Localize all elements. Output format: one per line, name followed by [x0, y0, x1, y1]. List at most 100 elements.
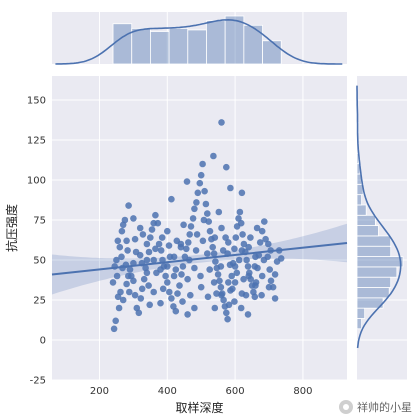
data-point: [227, 184, 234, 192]
top-hist-bar: [206, 20, 226, 65]
data-point: [197, 283, 205, 291]
data-point: [218, 224, 225, 232]
data-point: [215, 208, 223, 216]
data-point: [131, 291, 139, 299]
data-point: [123, 237, 130, 245]
data-point: [178, 271, 185, 278]
x-tick-label: 400: [158, 386, 177, 397]
data-point: [162, 272, 169, 280]
data-point: [265, 240, 272, 248]
data-point: [143, 256, 151, 264]
data-point: [148, 226, 156, 233]
data-point: [197, 272, 204, 280]
data-point: [238, 189, 246, 197]
data-point: [218, 119, 225, 126]
data-point: [131, 235, 139, 243]
top-hist-bar: [243, 24, 263, 65]
data-point: [210, 152, 217, 160]
data-point: [113, 272, 121, 280]
data-point: [251, 293, 259, 301]
data-point: [165, 242, 173, 249]
data-point: [201, 187, 208, 195]
data-point: [143, 240, 151, 248]
data-point: [143, 269, 151, 277]
data-point: [159, 285, 167, 293]
data-point: [200, 216, 208, 224]
data-point: [252, 253, 259, 261]
data-point: [252, 282, 259, 289]
data-point: [204, 250, 211, 257]
data-point: [164, 279, 171, 286]
data-point: [211, 304, 219, 312]
right-hist-bar: [356, 245, 392, 257]
data-point: [191, 264, 198, 272]
data-point: [117, 288, 124, 296]
data-point: [228, 272, 235, 280]
data-point: [193, 231, 201, 238]
data-point: [187, 291, 194, 299]
data-point: [126, 288, 133, 296]
data-point: [158, 234, 166, 241]
data-point: [261, 218, 268, 225]
top-hist-bar: [262, 40, 282, 65]
data-point: [187, 223, 195, 230]
data-point: [232, 234, 240, 241]
data-point: [180, 221, 187, 229]
data-point: [244, 311, 252, 318]
data-point: [237, 219, 245, 227]
right-hist-bar: [356, 287, 390, 299]
data-point: [123, 280, 130, 288]
data-point: [164, 227, 171, 235]
y-tick-label: 125: [27, 136, 46, 147]
data-point: [174, 290, 181, 297]
data-point: [145, 282, 152, 289]
data-point: [172, 307, 180, 315]
data-point: [237, 304, 245, 312]
data-point: [177, 240, 185, 248]
data-point: [258, 291, 265, 299]
data-point: [186, 256, 193, 264]
y-axis-label: 抗压强度: [4, 204, 19, 252]
data-point: [260, 256, 268, 264]
data-point: [238, 247, 246, 254]
data-point: [146, 301, 153, 309]
data-point: [266, 266, 274, 273]
data-point: [275, 247, 283, 254]
data-point: [154, 219, 162, 227]
data-point: [168, 295, 175, 302]
top-hist-bar: [150, 31, 170, 65]
data-point: [135, 309, 143, 317]
top-hist-bar: [168, 27, 189, 65]
data-point: [155, 240, 163, 248]
right-hist-bar: [356, 266, 398, 278]
y-tick-label: 25: [33, 296, 46, 307]
data-point: [209, 243, 216, 251]
data-point: [229, 285, 236, 293]
data-point: [225, 301, 233, 309]
data-point: [157, 299, 164, 307]
top-hist-bar: [224, 15, 245, 65]
data-point: [183, 245, 190, 253]
data-point: [157, 266, 164, 273]
data-point: [236, 208, 244, 216]
data-point: [164, 263, 171, 270]
top-hist-bar: [131, 27, 151, 65]
data-point: [206, 266, 213, 273]
right-hist-bar: [356, 235, 392, 247]
data-point: [231, 245, 238, 253]
data-point: [118, 253, 125, 261]
watermark: 祥帅的小星: [339, 398, 412, 416]
data-point: [240, 240, 248, 248]
data-point: [138, 285, 146, 293]
data-point: [166, 288, 173, 296]
data-point: [225, 239, 232, 246]
data-point: [271, 271, 279, 278]
data-point: [112, 317, 119, 325]
data-point: [267, 247, 275, 254]
right-marginal-background: [357, 76, 407, 380]
data-point: [244, 263, 252, 270]
data-point: [179, 298, 186, 305]
data-point: [193, 199, 200, 206]
data-point: [239, 231, 246, 238]
data-point: [231, 298, 238, 305]
